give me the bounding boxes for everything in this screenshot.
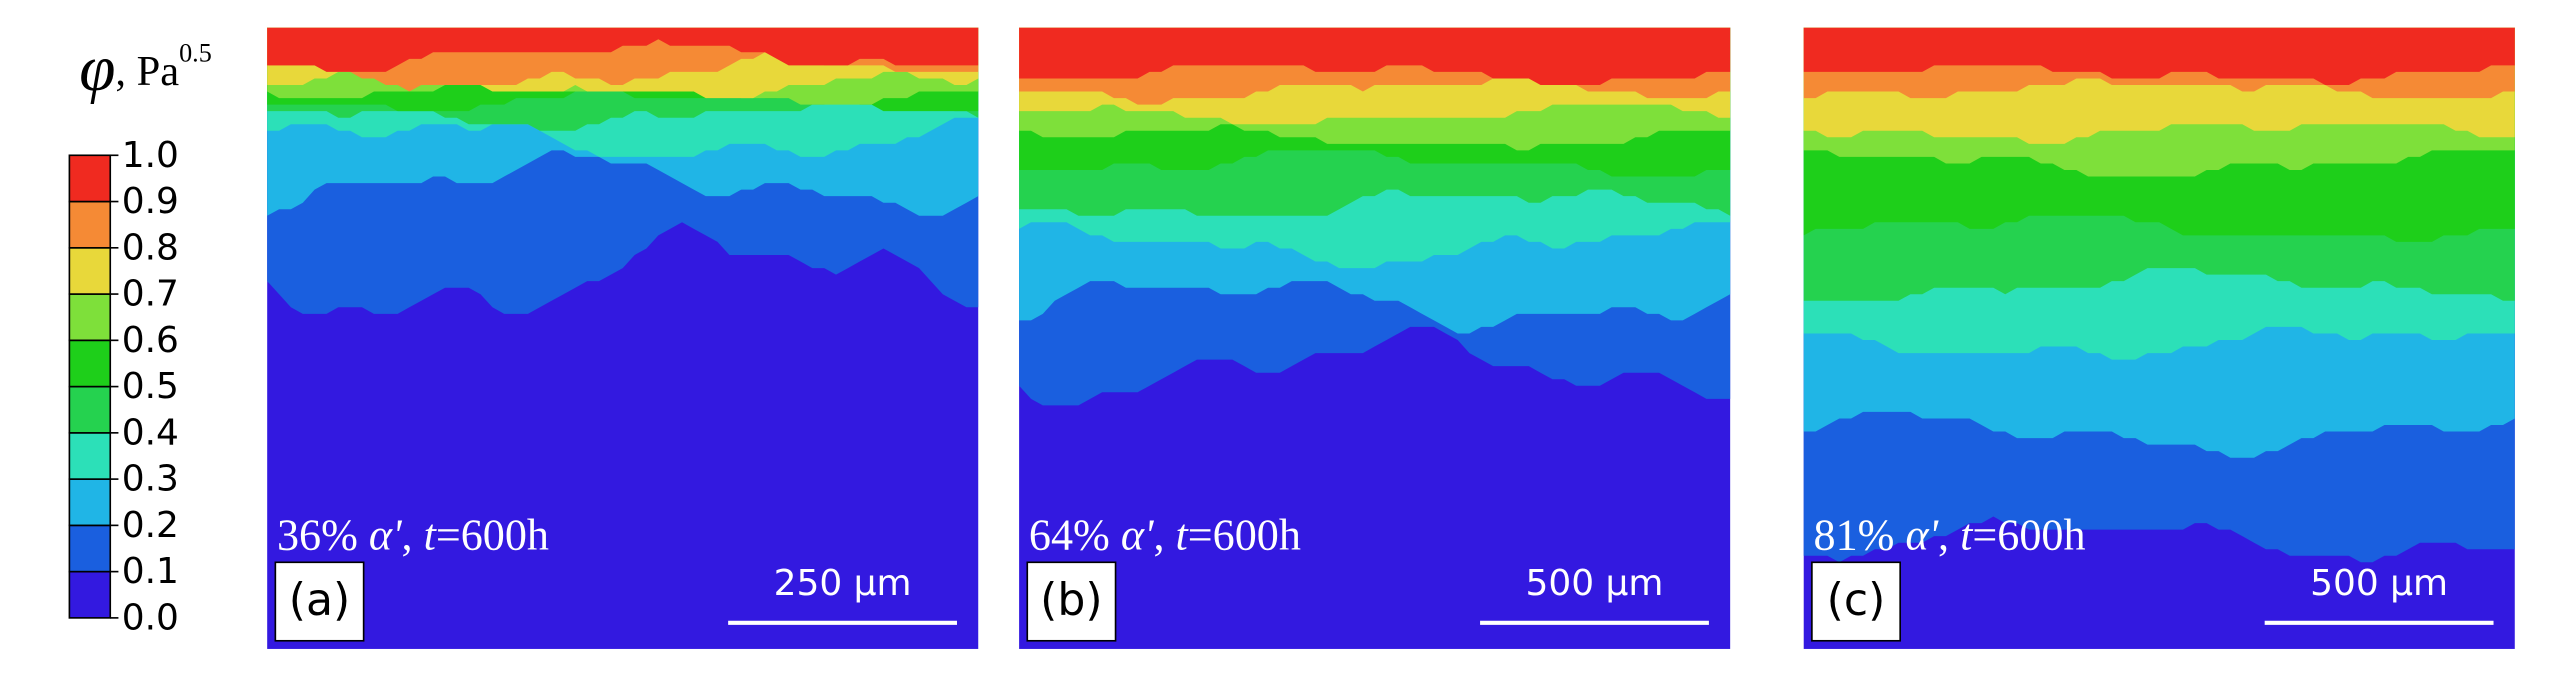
colorbar-tick-label: 0.4: [122, 412, 179, 453]
contour-band: [1803, 27, 2515, 86]
caption-part: t: [1176, 511, 1190, 560]
colorbar-segment: [68, 432, 112, 480]
colorbar-tick-label: 0.2: [122, 505, 179, 546]
colorbar-segment: [68, 246, 112, 295]
colorbar-segment: [68, 200, 112, 249]
caption-part: ,: [1153, 511, 1175, 560]
colorbar-segment: [68, 478, 112, 527]
contour-map: [267, 27, 979, 649]
caption-part: α': [369, 511, 403, 560]
colorbar-tick-label: 0.6: [122, 320, 179, 361]
panel-label: (c): [1827, 575, 1886, 626]
scale-bar-label: 500 μm: [1526, 563, 1664, 604]
colorbar-segment: [68, 339, 112, 388]
caption-part: ,: [402, 511, 424, 560]
colorbar-tick-label: 0.1: [122, 551, 179, 592]
colorbar-segment: [68, 385, 112, 434]
colorbar-tick-label: 1.0: [122, 135, 179, 176]
caption-part: 81%: [1814, 511, 1906, 560]
legend-symbol: φ: [79, 33, 115, 105]
scale-bar-label: 500 μm: [2310, 563, 2448, 604]
colorbar-tick-label: 0.7: [122, 274, 179, 315]
panel-label: (b): [1040, 575, 1102, 626]
panel-caption: 81% α', t=600h: [1814, 511, 2086, 560]
caption-part: t: [1960, 511, 1974, 560]
scale-bar-label: 250 μm: [774, 563, 912, 604]
caption-part: α': [1905, 511, 1939, 560]
colorbar-tick-label: 0.0: [122, 598, 179, 639]
contour-band: [267, 27, 979, 72]
colorbar-segment: [68, 154, 112, 203]
caption-part: =600h: [436, 511, 549, 560]
colorbar-segment: [68, 293, 112, 342]
contour-map: [1019, 27, 1731, 649]
caption-part: 64%: [1029, 511, 1121, 560]
caption-part: ,: [1938, 511, 1960, 560]
legend-unit: , Pa: [115, 48, 179, 95]
colorbar-segment: [68, 524, 112, 573]
panel-label-box: [274, 561, 365, 642]
colorbar-tick-label: 0.3: [122, 459, 179, 500]
panel-caption: 64% α', t=600h: [1029, 511, 1301, 560]
caption-part: α': [1121, 511, 1155, 560]
caption-part: 36%: [277, 511, 369, 560]
panel-label-box: [1026, 561, 1117, 642]
caption-part: t: [424, 511, 438, 560]
colorbar-segment: [68, 570, 112, 619]
legend-title: φ, Pa0.5: [47, 33, 232, 105]
legend-exponent: 0.5: [179, 39, 212, 68]
panel-label-box: [1811, 561, 1901, 642]
panel-label: (a): [289, 575, 350, 626]
colorbar-tick-label: 0.5: [122, 366, 179, 407]
contour-map: [1803, 27, 2515, 649]
panel-caption: 36% α', t=600h: [277, 511, 549, 560]
caption-part: =600h: [1188, 511, 1301, 560]
colorbar-tick-label: 0.9: [122, 181, 179, 222]
contour-band: [1019, 27, 1731, 86]
caption-part: =600h: [1972, 511, 2085, 560]
colorbar-tick-label: 0.8: [122, 227, 179, 268]
